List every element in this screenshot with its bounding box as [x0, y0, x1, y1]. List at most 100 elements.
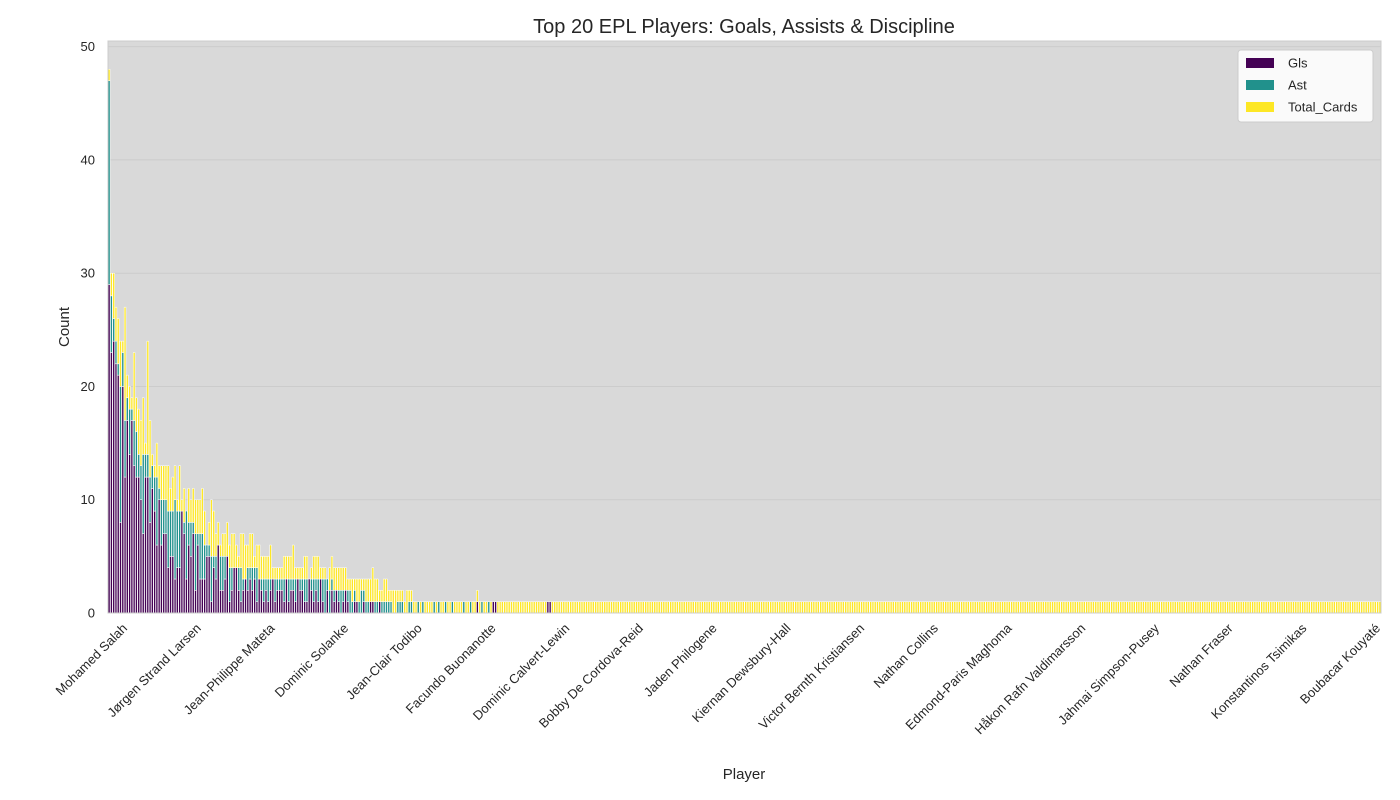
bar-total-cards	[1203, 601, 1206, 614]
bar-total-cards	[555, 601, 559, 614]
bar-total-cards	[403, 601, 406, 614]
bar-gls	[273, 601, 277, 614]
bar-total-cards	[455, 601, 459, 614]
bar-total-cards	[235, 544, 238, 568]
bar-gls	[246, 590, 249, 614]
bar-ast	[178, 510, 181, 568]
bar-total-cards	[1128, 601, 1131, 614]
bar-ast	[292, 578, 295, 591]
bar-total-cards	[537, 601, 540, 614]
bar-gls	[228, 601, 231, 614]
bar-total-cards	[194, 499, 197, 534]
bar-total-cards	[542, 601, 545, 614]
bar-total-cards	[589, 601, 593, 614]
bar-total-cards	[278, 567, 281, 580]
bar-total-cards	[1069, 601, 1072, 614]
bar-gls	[155, 544, 159, 614]
bar-total-cards	[958, 601, 961, 614]
bar-gls	[139, 499, 143, 614]
bar-total-cards	[167, 465, 170, 512]
bar-ast	[346, 590, 349, 602]
bar-gls	[305, 601, 309, 614]
bar-ast	[171, 510, 174, 557]
bar-ast	[139, 465, 143, 500]
bar-gls	[319, 578, 322, 614]
bar-total-cards	[1178, 601, 1181, 614]
bar-ast	[205, 544, 209, 557]
bar-total-cards	[1287, 601, 1291, 614]
bar-total-cards	[1140, 601, 1143, 614]
bar-ast	[167, 510, 170, 568]
bar-gls	[196, 544, 199, 614]
bar-ast	[283, 578, 286, 602]
bar-gls	[128, 454, 131, 614]
bar-total-cards	[1303, 601, 1307, 614]
bar-total-cards	[1014, 601, 1018, 614]
y-axis-label: Count	[56, 306, 73, 347]
bar-total-cards	[810, 601, 813, 614]
bar-ast	[242, 578, 245, 591]
bar-ast	[212, 556, 215, 568]
bar-total-cards	[1005, 601, 1009, 614]
bar-total-cards	[987, 601, 991, 614]
bar-total-cards	[526, 601, 529, 614]
bar-gls	[253, 578, 256, 614]
bar-total-cards	[662, 601, 665, 614]
bar-total-cards	[196, 499, 199, 534]
bar-gls	[548, 601, 552, 614]
bar-total-cards	[530, 601, 534, 614]
bar-gls	[112, 340, 115, 614]
bar-gls	[308, 578, 311, 614]
bar-total-cards	[376, 578, 379, 602]
bar-total-cards	[812, 601, 815, 614]
bar-ast	[130, 408, 134, 421]
legend: Gls Ast Total_Cards	[1237, 49, 1374, 123]
bar-total-cards	[1360, 601, 1363, 614]
bar-gls	[121, 386, 124, 614]
bar-total-cards	[794, 601, 797, 614]
bar-ast	[353, 590, 356, 602]
bar-total-cards	[635, 601, 638, 614]
bar-ast	[337, 590, 340, 602]
bar-total-cards	[1030, 601, 1034, 614]
bar-total-cards	[1024, 601, 1027, 614]
bar-total-cards	[1101, 601, 1104, 614]
bar-total-cards	[755, 601, 759, 614]
bar-ast	[223, 556, 227, 580]
bar-total-cards	[219, 544, 222, 557]
bar-ast	[126, 397, 129, 421]
bar-total-cards	[1055, 601, 1059, 614]
bar-total-cards	[262, 556, 265, 580]
bar-total-cards	[864, 601, 868, 614]
bar-total-cards	[1253, 601, 1257, 614]
bar-total-cards	[1242, 601, 1245, 614]
bar-total-cards	[935, 601, 938, 614]
bar-total-cards	[1326, 601, 1329, 614]
bar-total-cards	[1124, 601, 1127, 614]
bar-ast	[185, 510, 188, 580]
bar-total-cards	[112, 272, 115, 319]
bar-total-cards	[1258, 601, 1261, 614]
bar-total-cards	[223, 533, 227, 557]
bar-ast	[123, 420, 127, 478]
bar-ast	[348, 590, 352, 614]
bar-total-cards	[849, 601, 852, 614]
bar-total-cards	[1040, 601, 1043, 614]
bar-total-cards	[821, 601, 825, 614]
bar-ast	[137, 454, 140, 478]
bar-total-cards	[869, 601, 872, 614]
bar-ast	[264, 578, 268, 591]
bar-total-cards	[1046, 601, 1050, 614]
bar-gls	[146, 476, 149, 614]
bar-total-cards	[573, 601, 577, 614]
bar-total-cards	[1335, 601, 1338, 614]
bar-total-cards	[974, 601, 977, 614]
bar-ast	[201, 533, 204, 580]
bar-total-cards	[978, 601, 981, 614]
bar-total-cards	[1340, 601, 1343, 614]
bar-ast	[198, 533, 202, 580]
bar-total-cards	[523, 601, 527, 614]
bar-total-cards	[1115, 601, 1118, 614]
bar-total-cards	[1001, 601, 1004, 614]
bar-total-cards	[1233, 601, 1236, 614]
